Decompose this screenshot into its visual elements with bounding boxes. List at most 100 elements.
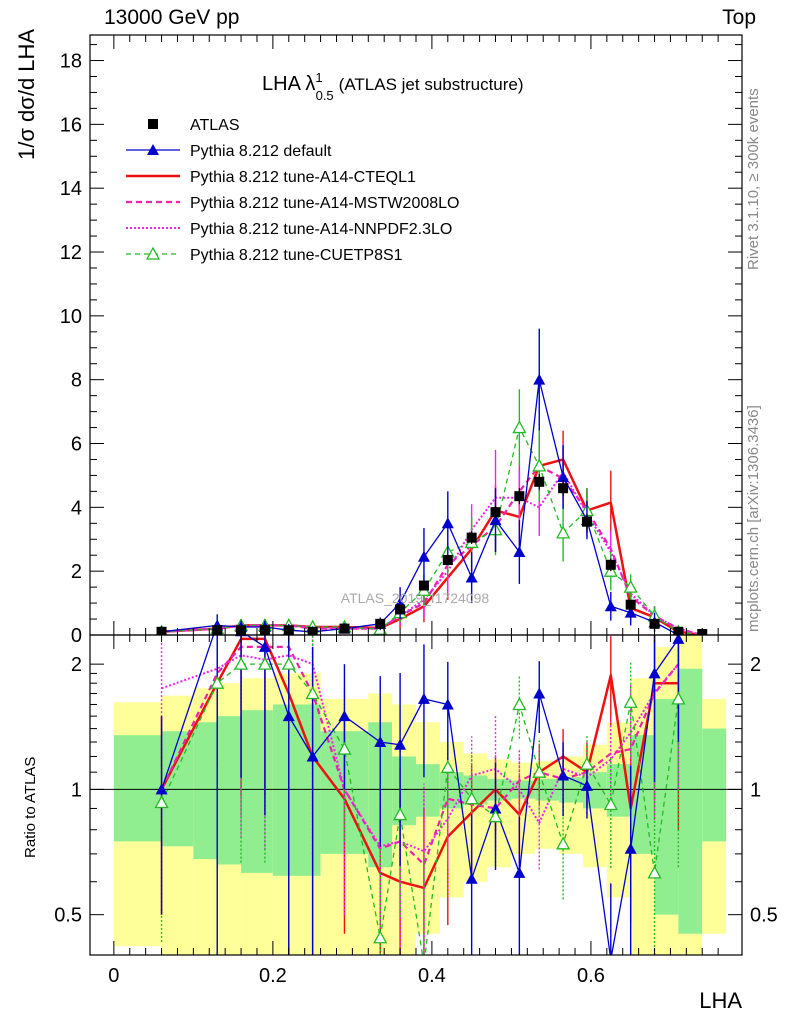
ratio-y-tick-label: 1 bbox=[71, 779, 82, 801]
pythia-8-212-tune-cuetp8s1-ratio-point bbox=[512, 697, 527, 711]
pythia-8-212-default-ratio-point bbox=[580, 779, 593, 791]
pythia-8-212-default-point bbox=[441, 517, 454, 529]
ratio-y-tick-label: 0.5 bbox=[54, 905, 82, 927]
pythia-8-212-tune-cuetp8s1-ratio-point bbox=[337, 741, 352, 755]
uncertainty-bands bbox=[113, 635, 727, 955]
atlas-point bbox=[649, 618, 660, 629]
y-tick-label: 18 bbox=[60, 51, 82, 73]
y-tick-label: 2 bbox=[71, 561, 82, 583]
main-panel-series bbox=[155, 328, 708, 635]
pythia-8-212-default-point bbox=[513, 546, 526, 558]
x-tick-label: 0 bbox=[108, 965, 119, 987]
pythia-8-212-default-point bbox=[533, 373, 546, 385]
pythia-8-212-tune-cuetp8s1-ratio-point bbox=[464, 791, 479, 805]
legend-pythia-8-212-tune-a14-mstw2008lo-label: Pythia 8.212 tune-A14-MSTW2008LO bbox=[190, 195, 459, 212]
y-tick-label: 6 bbox=[71, 434, 82, 456]
atlas-point bbox=[212, 625, 223, 635]
pythia-8-212-tune-cuetp8s1-point bbox=[623, 579, 638, 593]
x-axis-label: LHA bbox=[699, 988, 742, 1013]
pythia-8-212-tune-cuetp8s1-ratio-point bbox=[556, 836, 571, 850]
inner-band-bin bbox=[392, 756, 416, 826]
pythia-8-212-tune-cuetp8s1-ratio-point bbox=[647, 865, 662, 879]
pythia-8-212-default-line bbox=[161, 379, 703, 635]
legend-atlas-marker bbox=[148, 119, 158, 129]
x-tick-label: 0.4 bbox=[418, 965, 446, 987]
x-tick-label: 0.2 bbox=[259, 965, 287, 987]
pythia-8-212-tune-cuetp8s1-point bbox=[532, 458, 547, 472]
atlas-point bbox=[466, 532, 477, 543]
pythia-8-212-default-ratio-point bbox=[258, 640, 271, 652]
atlas-point bbox=[339, 623, 350, 634]
pythia-8-212-default-ratio-point bbox=[465, 872, 478, 884]
inner-band-bin bbox=[113, 735, 162, 842]
y-tick-label: 14 bbox=[60, 178, 82, 200]
pythia-8-212-tune-cuetp8s1-ratio-point bbox=[281, 656, 296, 670]
pythia-8-212-default-ratio-point bbox=[417, 692, 430, 704]
chart-title: LHA λ1 0.5(ATLAS jet substructure) bbox=[262, 70, 524, 103]
outer-band-bin bbox=[416, 722, 440, 934]
pythia-8-212-tune-cuetp8s1-ratio-point bbox=[579, 756, 595, 770]
pythia-8-212-tune-cuetp8s1-point bbox=[556, 525, 571, 539]
inner-band-bin bbox=[161, 731, 194, 847]
atlas-point bbox=[558, 483, 569, 494]
pythia-8-212-tune-a14-nnpdf2-3lo-ratio-line bbox=[161, 654, 680, 853]
atlas-point bbox=[605, 559, 616, 570]
y-tick-label: 10 bbox=[60, 306, 82, 328]
pythia-8-212-tune-cuetp8s1-ratio-point bbox=[532, 764, 547, 778]
pythia-8-212-default-ratio-point bbox=[513, 866, 526, 878]
pythia-8-212-tune-cuetp8s1-ratio-point bbox=[373, 930, 388, 944]
ratio-y-tick-label: 2 bbox=[71, 654, 82, 676]
pythia-8-212-default-ratio-point bbox=[648, 667, 661, 679]
pythia-8-212-default-point bbox=[624, 606, 637, 618]
y-axis-label: 1/σ dσ/d LHA bbox=[14, 28, 39, 160]
atlas-point bbox=[259, 625, 270, 635]
atlas-point bbox=[534, 476, 545, 487]
pythia-8-212-tune-cuetp8s1-ratio-point bbox=[154, 795, 169, 809]
y-tick-label: 16 bbox=[60, 114, 82, 136]
legend-pythia-8-212-tune-cuetp8s1-marker bbox=[145, 246, 161, 260]
pythia-8-212-tune-a14-mstw2008lo-ratio-line bbox=[160, 645, 680, 866]
legend-pythia-8-212-default-marker bbox=[147, 144, 159, 155]
pythia-8-212-tune-cuetp8s1-ratio-point bbox=[603, 797, 618, 811]
process-label: Top bbox=[722, 6, 756, 29]
pythia-8-212-tune-cuetp8s1-line bbox=[161, 426, 703, 635]
pythia-8-212-tune-cuetp8s1-ratio-point bbox=[488, 809, 503, 823]
pythia-8-212-default-point bbox=[465, 571, 478, 583]
pythia-8-212-tune-cuetp8s1-ratio-point bbox=[257, 656, 273, 670]
atlas-point bbox=[625, 599, 636, 610]
pythia-8-212-default-ratio-point bbox=[155, 783, 168, 795]
ratio-y-tick-label-right: 2 bbox=[750, 654, 761, 676]
pythia-8-212-default-ratio-point bbox=[489, 802, 502, 814]
pythia-8-212-tune-cuetp8s1-ratio-point bbox=[671, 691, 686, 705]
legend-pythia-8-212-tune-cuetp8s1-label: Pythia 8.212 tune-CUETP8S1 bbox=[190, 247, 403, 264]
pythia-8-212-default-point bbox=[489, 514, 502, 526]
pythia-8-212-tune-cuetp8s1-ratio-point bbox=[393, 807, 408, 821]
atlas-point bbox=[581, 516, 592, 527]
pythia-8-212-default-point bbox=[417, 550, 430, 562]
ratio-panel-series bbox=[90, 635, 742, 955]
legend-pythia-8-212-tune-a14-cteql1-label: Pythia 8.212 tune-A14-CTEQL1 bbox=[190, 169, 416, 186]
pythia-8-212-default-ratio-point bbox=[557, 769, 570, 781]
ratio-y-tick-label-right: 1 bbox=[750, 779, 761, 801]
pythia-8-212-default-ratio-point bbox=[338, 710, 351, 722]
pythia-8-212-default-ratio-point bbox=[672, 635, 685, 644]
pythia-8-212-tune-a14-cteql1-line bbox=[161, 458, 703, 635]
series-lines bbox=[90, 328, 742, 955]
pythia-8-212-tune-cuetp8s1-ratio-point bbox=[233, 656, 249, 670]
atlas-point bbox=[375, 618, 386, 629]
beam-energy-label: 13000 GeV pp bbox=[104, 6, 240, 29]
pythia-8-212-default-ratio-point bbox=[533, 687, 546, 699]
x-tick-label: 0.6 bbox=[577, 965, 605, 987]
rivet-version-label: Rivet 3.1.10, ≥ 300k events bbox=[745, 88, 762, 270]
pythia-8-212-default-ratio-point bbox=[394, 738, 407, 750]
main-panel-frame bbox=[89, 34, 743, 636]
pythia-8-212-default-ratio-point bbox=[624, 842, 637, 854]
pythia-8-212-default-ratio-point bbox=[282, 710, 295, 722]
atlas-point bbox=[490, 507, 501, 518]
inner-band-bin bbox=[654, 698, 679, 915]
y-tick-label: 12 bbox=[60, 242, 82, 264]
pythia-8-212-default-point bbox=[557, 471, 570, 483]
pythia-8-212-tune-a14-mstw2008lo-line bbox=[161, 464, 703, 635]
